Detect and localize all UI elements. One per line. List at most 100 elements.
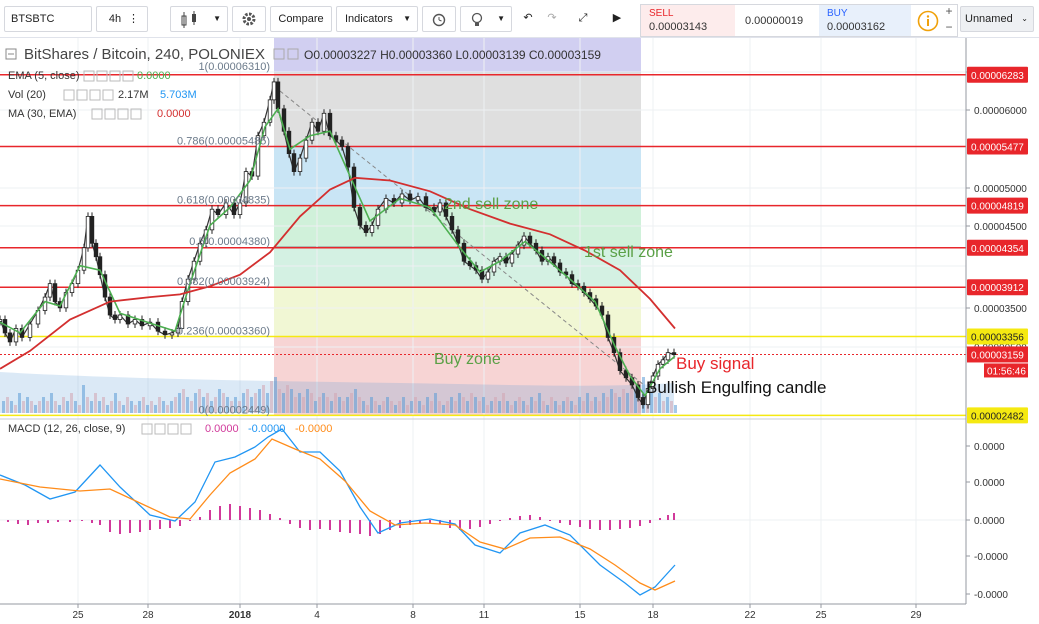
settings-icon[interactable] [76, 89, 88, 101]
macd-hist-bar [489, 520, 491, 524]
volume-bar [498, 401, 501, 413]
time-axis-ticks[interactable]: 25 28 2018 4 8 11 15 18 22 25 29 [72, 604, 922, 621]
volume-bar [494, 397, 497, 413]
more-icon[interactable] [180, 423, 192, 435]
redo-button[interactable]: ↷ [540, 6, 564, 32]
candle [509, 253, 515, 264]
settings-icon[interactable] [154, 423, 166, 435]
annotation-buy-zone: Buy zone [434, 351, 501, 368]
volume-bar [46, 401, 49, 413]
close-icon[interactable] [167, 423, 179, 435]
eye-icon[interactable] [141, 423, 153, 435]
candle [162, 330, 168, 336]
macd-hist-bar [149, 520, 151, 530]
volume-bar [250, 397, 253, 413]
candle [449, 215, 455, 231]
volume-bar [158, 397, 161, 413]
volume-bar [218, 389, 221, 413]
volume-bar [278, 389, 281, 413]
eye-icon[interactable] [273, 48, 285, 60]
interval-selector[interactable]: 4h ⋮ [96, 6, 148, 32]
volume-bar [358, 397, 361, 413]
sell-label: SELL [649, 8, 674, 19]
close-icon[interactable] [117, 108, 129, 120]
publish-button[interactable]: ▶ [602, 6, 632, 32]
volume-bar [418, 401, 421, 413]
macd-hist-bar [81, 520, 83, 521]
compare-button[interactable]: Compare [270, 6, 332, 32]
plus-icon[interactable]: + [945, 4, 953, 18]
templates-button[interactable]: ▼ [460, 6, 512, 32]
macd-hist-bar [667, 515, 669, 520]
volume-bar [526, 405, 529, 413]
volume-bar [178, 393, 181, 413]
volume-bar [470, 393, 473, 413]
volume-bar [338, 397, 341, 413]
macd-hist-bar [289, 520, 291, 524]
candle [309, 121, 315, 141]
collapse-icon[interactable] [5, 48, 17, 60]
volume-bar [190, 401, 193, 413]
undo-icon: ↶ [523, 12, 533, 24]
eye-icon[interactable] [91, 108, 103, 120]
volume-bar [598, 401, 601, 413]
candle [271, 81, 277, 101]
volume-bar [266, 393, 269, 413]
chart-style-button[interactable]: ▼ [170, 6, 228, 32]
eye-icon[interactable] [83, 70, 95, 82]
volume-bar [298, 393, 301, 413]
volume-bar [486, 405, 489, 413]
settings-button[interactable] [232, 6, 266, 32]
volume-bar [406, 405, 409, 413]
volume-bar [26, 397, 29, 413]
settings-icon[interactable] [96, 70, 108, 82]
candle [297, 157, 303, 172]
sell-button[interactable]: SELL 0.00003143 [641, 5, 735, 36]
settings-icon[interactable] [287, 48, 299, 60]
indicators-button[interactable]: Indicators ▼ [336, 6, 418, 32]
legend: BitShares / Bitcoin, 240, POLONIEX O0.00… [5, 46, 601, 435]
buy-button[interactable]: BUY 0.00003162 [819, 5, 911, 36]
eye-icon[interactable] [63, 89, 75, 101]
symbol-input[interactable]: BTSBTC [4, 6, 92, 32]
close-icon[interactable] [89, 89, 101, 101]
volume-bar [650, 393, 653, 413]
layout-menu[interactable]: Unnamed ⌄ [960, 6, 1034, 32]
level-tag-label: 0.00002482 [971, 411, 1024, 422]
x-tick-label: 29 [910, 610, 922, 621]
macd-hist-bar [499, 520, 501, 521]
volume-bar [286, 385, 289, 413]
macd-hist-bar [379, 520, 381, 534]
info-icon[interactable] [917, 10, 939, 35]
more-icon[interactable] [102, 89, 114, 101]
x-tick-label: 18 [647, 610, 659, 621]
chart-canvas[interactable]: 1(0.00006310) 0.786(0.00005485) 0.618(0.00… [0, 38, 1039, 624]
minus-icon[interactable]: − [945, 20, 953, 34]
volume-bar [386, 397, 389, 413]
volume-bar [538, 393, 541, 413]
more-icon[interactable] [130, 108, 142, 120]
undo-button[interactable]: ↶ [516, 6, 540, 32]
fullscreen-button[interactable]: ⤢ [568, 6, 598, 32]
close-icon[interactable] [109, 70, 121, 82]
level-tag [967, 66, 1028, 83]
volume-bar [162, 401, 165, 413]
volume-bar [530, 397, 533, 413]
more-icon[interactable]: ⋮ [128, 13, 139, 25]
volume-ma-area [0, 372, 674, 413]
volume-bar [314, 401, 317, 413]
volume-bar [186, 397, 189, 413]
volume-bar [502, 393, 505, 413]
settings-icon[interactable] [104, 108, 116, 120]
volume-bar [606, 397, 609, 413]
volume-bar [382, 401, 385, 413]
more-icon[interactable] [122, 70, 134, 82]
macd-hist-bar [329, 520, 331, 530]
candle [665, 352, 671, 361]
volume-bar [274, 377, 277, 413]
alert-button[interactable] [422, 6, 456, 32]
volume-bar [330, 401, 333, 413]
macd-hist-bar [139, 520, 141, 532]
volume-bar [242, 393, 245, 413]
volume-bar [10, 401, 13, 413]
